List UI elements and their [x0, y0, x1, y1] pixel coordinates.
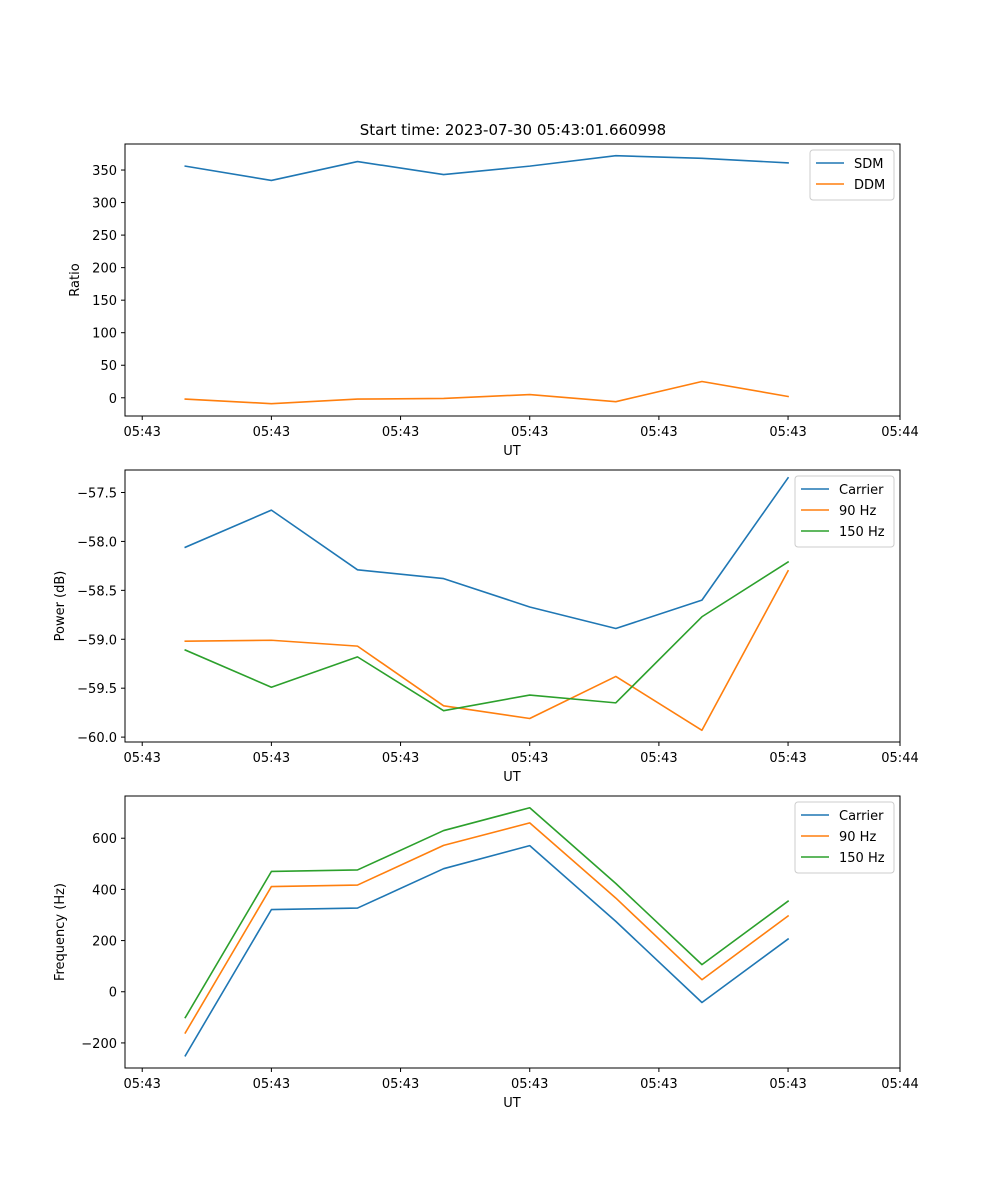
x-tick-label: 05:43	[253, 1077, 290, 1092]
x-tick-label: 05:43	[382, 1077, 419, 1092]
panels: 05:43 05:43 05:43 05:43 05:43 05:43 05:44 0 50 10…	[53, 143, 919, 1111]
legend: Carrier 90 Hz 150 Hz	[794, 475, 895, 548]
y-tick-label: −59.5	[77, 682, 117, 697]
y-tick-label: 100	[92, 327, 117, 342]
series-line-150-hz	[184, 560, 790, 712]
x-tick-label: 05:43	[253, 425, 290, 440]
x-tick-label: 05:43	[640, 751, 677, 766]
legend-box	[794, 475, 895, 548]
y-tick-label: 0	[109, 986, 117, 1001]
x-tick-label: 05:43	[640, 1077, 677, 1092]
y-axis-label: Power (dB)	[53, 571, 68, 642]
series-line-carrier	[184, 844, 790, 1057]
legend-label: 90 Hz	[839, 504, 876, 519]
x-tick-label: 05:43	[123, 1077, 160, 1092]
x-tick-label: 05:43	[511, 1077, 548, 1092]
series-line-carrier	[184, 476, 790, 630]
y-tick-label: −60.0	[77, 731, 117, 746]
legend-label: DDM	[854, 178, 885, 193]
y-tick-label: 200	[92, 935, 117, 950]
legend-box	[794, 801, 895, 874]
legend: Carrier 90 Hz 150 Hz	[794, 801, 895, 874]
legend-label: Carrier	[839, 483, 884, 498]
series-line-ddm	[184, 380, 789, 405]
series-line-150-hz	[184, 806, 790, 1019]
x-tick-label: 05:43	[382, 425, 419, 440]
x-tick-label: 05:43	[382, 751, 419, 766]
y-tick-label: 200	[92, 262, 117, 277]
y-tick-label: 150	[92, 294, 117, 309]
legend-label: Carrier	[839, 809, 884, 824]
series-line-90-hz	[184, 822, 790, 1035]
y-tick-label: 400	[92, 883, 117, 898]
x-tick-label: 05:43	[511, 425, 548, 440]
figure-title: Start time: 2023-07-30 05:43:01.660998	[360, 121, 666, 139]
y-tick-label: −59.0	[77, 633, 117, 648]
x-tick-label: 05:44	[881, 1077, 918, 1092]
x-axis-label: UT	[503, 444, 521, 459]
y-tick-label: 600	[92, 832, 117, 847]
y-tick-label: 0	[109, 392, 117, 407]
legend-label: 150 Hz	[839, 525, 885, 540]
x-tick-label: 05:43	[253, 751, 290, 766]
axes-frame	[124, 143, 901, 417]
legend-label: SDM	[854, 157, 883, 172]
axes-frame	[124, 469, 901, 743]
x-tick-label: 05:43	[640, 425, 677, 440]
chart-panel-3: 05:43 05:43 05:43 05:43 05:43 05:43 05:44 −200 0…	[53, 795, 919, 1111]
legend: SDM DDM	[809, 149, 895, 201]
y-tick-label: 300	[92, 197, 117, 212]
x-tick-label: 05:43	[511, 751, 548, 766]
series-line-90-hz	[184, 569, 790, 732]
x-axis-label: UT	[503, 1096, 521, 1111]
x-tick-label: 05:43	[123, 751, 160, 766]
x-tick-label: 05:43	[769, 751, 806, 766]
legend-label: 150 Hz	[839, 851, 885, 866]
x-tick-label: 05:43	[123, 425, 160, 440]
y-tick-label: −200	[81, 1037, 117, 1052]
chart-panel-2: 05:43 05:43 05:43 05:43 05:43 05:43 05:44 −60.0…	[53, 469, 919, 785]
chart-panel-1: 05:43 05:43 05:43 05:43 05:43 05:43 05:44 0 50 10…	[68, 143, 919, 459]
y-tick-label: −58.5	[77, 584, 117, 599]
x-axis-label: UT	[503, 770, 521, 785]
y-tick-label: −58.0	[77, 535, 117, 550]
y-axis-label: Frequency (Hz)	[53, 883, 68, 981]
x-tick-label: 05:44	[881, 751, 918, 766]
x-tick-label: 05:43	[769, 1077, 806, 1092]
series-line-sdm	[184, 154, 789, 182]
y-tick-label: 250	[92, 229, 117, 244]
y-tick-label: 50	[100, 359, 117, 374]
y-tick-label: 350	[92, 164, 117, 179]
x-tick-label: 05:44	[881, 425, 918, 440]
x-tick-label: 05:43	[769, 425, 806, 440]
axes-frame	[124, 795, 901, 1069]
y-axis-label: Ratio	[68, 263, 83, 296]
legend-label: 90 Hz	[839, 830, 876, 845]
y-tick-label: −57.5	[77, 487, 117, 502]
